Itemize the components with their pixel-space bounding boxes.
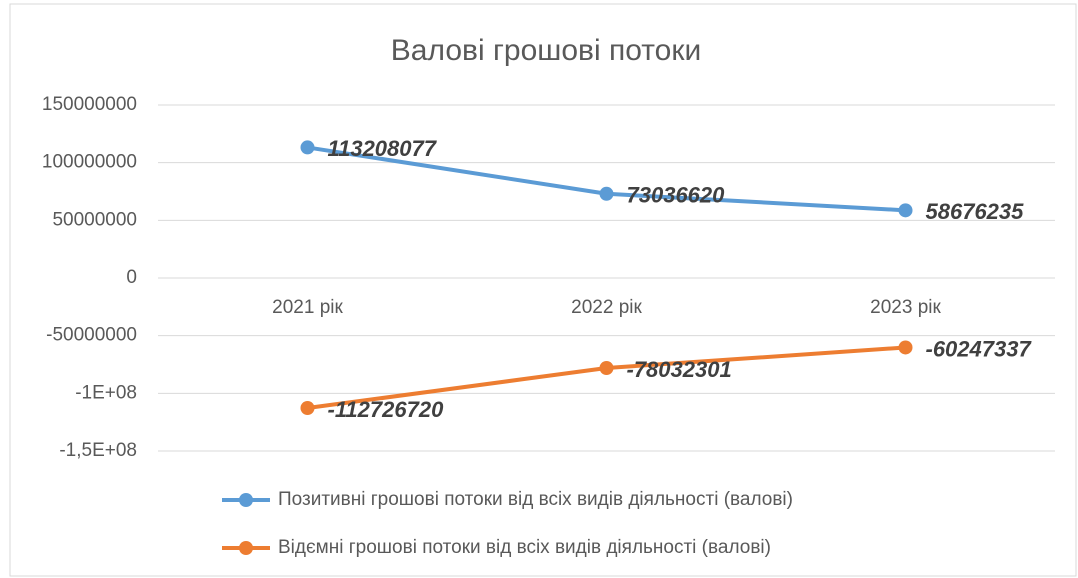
y-tick-label: 0 (126, 267, 137, 288)
legend-label: Відємні грошові потоки від всіх видів ді… (278, 537, 771, 558)
data-label: -112726720 (328, 397, 445, 422)
marker (898, 340, 913, 355)
chart-title: Валові грошові потоки (391, 34, 701, 67)
y-tick-label: 50000000 (52, 209, 137, 230)
x-tick-label: 2023 рік (870, 297, 941, 318)
legend-marker (239, 541, 253, 555)
chart-frame (9, 3, 1077, 577)
legend-marker (239, 493, 253, 507)
x-tick-label: 2021 рік (272, 297, 343, 318)
y-tick-label: -1,5E+08 (59, 440, 137, 461)
data-label: 58676235 (926, 199, 1025, 224)
legend-label: Позитивні грошові потоки від всіх видів … (278, 489, 793, 510)
data-label: -60247337 (926, 336, 1033, 361)
data-label: 73036620 (627, 183, 726, 208)
y-tick-label: -1E+08 (75, 382, 137, 403)
marker (300, 401, 315, 416)
marker (300, 140, 315, 155)
y-tick-label: 150000000 (42, 94, 137, 115)
data-label: -78032301 (627, 357, 732, 382)
y-tick-label: 100000000 (42, 152, 137, 173)
marker (599, 360, 614, 375)
marker (599, 186, 614, 201)
y-tick-label: -50000000 (46, 325, 137, 346)
data-label: 113208077 (328, 136, 438, 161)
marker (898, 203, 913, 218)
x-tick-label: 2022 рік (571, 297, 642, 318)
